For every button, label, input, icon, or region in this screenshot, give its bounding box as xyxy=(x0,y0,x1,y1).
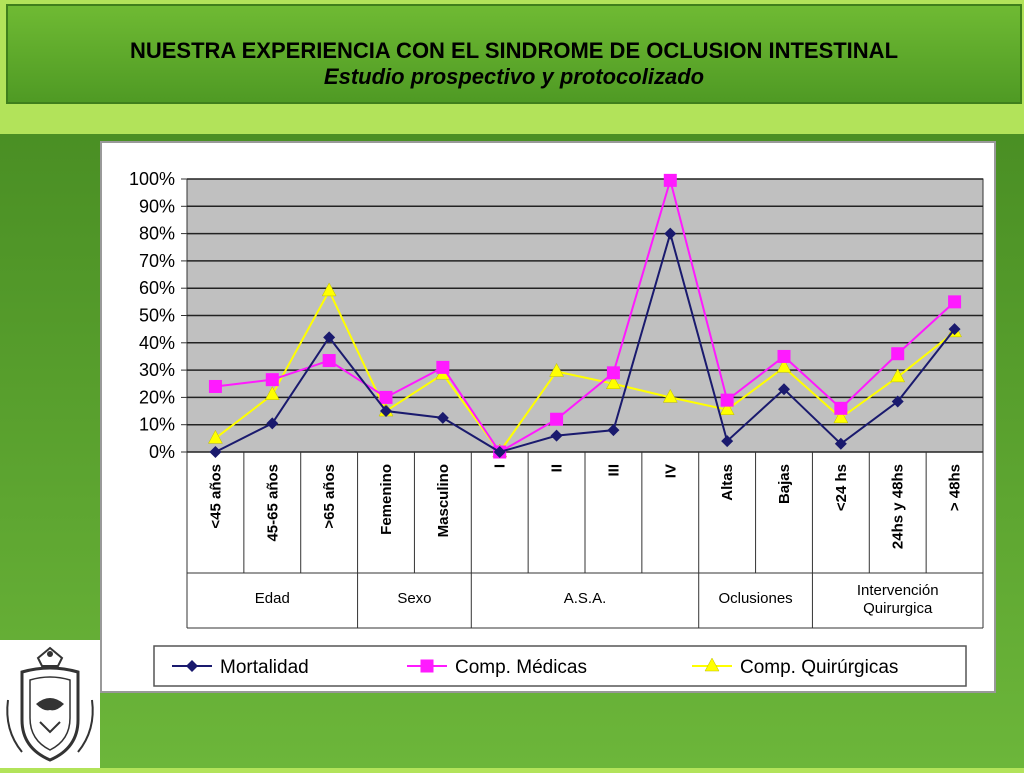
series-group xyxy=(209,227,961,458)
x-tick-label: <45 años xyxy=(207,464,224,529)
marker-square xyxy=(379,390,393,404)
x-tick-label: > 48hs xyxy=(947,464,964,511)
marker-diamond xyxy=(436,411,449,424)
x-tick-label: II xyxy=(549,464,566,472)
marker-triangle xyxy=(890,368,906,383)
x-tick-label: I xyxy=(492,464,509,468)
marker-triangle xyxy=(264,386,280,400)
x-tick-label: 45-65 años xyxy=(264,464,281,542)
slide-title: NUESTRA EXPERIENCIA CON EL SINDROME DE O… xyxy=(129,38,899,63)
marker-square xyxy=(420,659,434,673)
y-tick-label: 80% xyxy=(139,224,175,244)
marker-triangle xyxy=(606,375,621,389)
marker-diamond xyxy=(323,331,336,344)
x-tick-label: Bajas xyxy=(776,464,793,504)
series-line xyxy=(214,229,956,454)
y-tick-label: 0% xyxy=(149,442,175,462)
marker-square xyxy=(777,349,791,363)
y-tick-label: 60% xyxy=(139,278,175,298)
x-tick-label: III xyxy=(605,464,622,477)
marker-diamond xyxy=(209,446,222,458)
marker-diamond xyxy=(186,660,198,672)
marker-square xyxy=(436,360,450,374)
marker-square xyxy=(208,379,222,393)
marker-diamond xyxy=(266,417,279,430)
marker-triangle xyxy=(704,657,720,672)
marker-triangle xyxy=(549,362,564,377)
y-tick-label: 90% xyxy=(139,196,175,216)
x-tick-label: >65 años xyxy=(321,464,338,529)
marker-square xyxy=(322,354,336,368)
marker-square xyxy=(834,401,848,415)
marker-square xyxy=(720,393,734,407)
marker-diamond xyxy=(834,437,847,450)
legend-label: Comp. Médicas xyxy=(455,657,587,678)
marker-diamond xyxy=(493,446,506,458)
marker-square xyxy=(550,412,564,426)
marker-triangle xyxy=(662,388,678,403)
x-tick-label: Femenino xyxy=(378,464,395,535)
line-chart: 0% 10% 20% 30% 40% 50% 60% 70% 80% 90% 100% <45 añ… xyxy=(129,169,984,687)
marker-diamond xyxy=(891,395,904,408)
marker-triangle xyxy=(776,358,792,373)
x-tick-label: Masculino xyxy=(435,464,452,537)
x-tick-label: 24hs y 48hs xyxy=(890,464,907,549)
marker-diamond xyxy=(778,383,790,396)
x-tick-label: IV xyxy=(662,464,679,478)
y-tick-label: 30% xyxy=(139,360,175,380)
legend-label: Comp. Quirúrgicas xyxy=(740,657,898,678)
series-line xyxy=(215,176,956,454)
group-label: Sexo xyxy=(397,590,431,607)
marker-triangle xyxy=(208,429,223,444)
marker-square xyxy=(606,366,620,380)
university-crest-icon xyxy=(0,640,100,768)
marker-triangle xyxy=(321,282,337,297)
x-tick-label: Altas xyxy=(719,464,736,501)
slide-header: NUESTRA EXPERIENCIA CON EL SINDROME DE O… xyxy=(6,4,1022,104)
marker-triangle xyxy=(833,409,849,424)
group-label: Oclusiones xyxy=(718,590,792,607)
marker-diamond xyxy=(948,323,961,336)
marker-square xyxy=(948,295,962,309)
legend-label: Mortalidad xyxy=(220,657,309,678)
legend-box xyxy=(153,645,967,687)
y-tick-label: 100% xyxy=(129,169,175,189)
marker-diamond xyxy=(664,227,677,240)
x-tick-label: <24 hs xyxy=(833,464,850,511)
series-group xyxy=(208,173,962,459)
chart-container: 0% 10% 20% 30% 40% 50% 60% 70% 80% 90% 100% <45 añ… xyxy=(100,141,996,693)
y-tick-label: 50% xyxy=(139,306,175,326)
y-tick-label: 10% xyxy=(139,415,175,435)
marker-diamond xyxy=(380,405,392,418)
marker-diamond xyxy=(721,435,734,448)
group-label: Edad xyxy=(255,590,290,607)
marker-diamond xyxy=(550,429,563,442)
marker-square xyxy=(891,347,905,361)
group-label: Intervención Quirurgica xyxy=(857,582,939,617)
y-tick-label: 20% xyxy=(139,387,175,407)
y-tick-label: 70% xyxy=(139,251,175,271)
series-line xyxy=(214,288,956,454)
marker-triangle xyxy=(719,401,735,415)
marker-diamond xyxy=(607,424,620,437)
marker-square xyxy=(265,373,279,387)
marker-square xyxy=(663,173,677,187)
group-label: A.S.A. xyxy=(564,590,607,607)
slide-subtitle: Estudio prospectivo y protocolizado xyxy=(323,64,705,89)
y-tick-label: 40% xyxy=(139,333,175,353)
